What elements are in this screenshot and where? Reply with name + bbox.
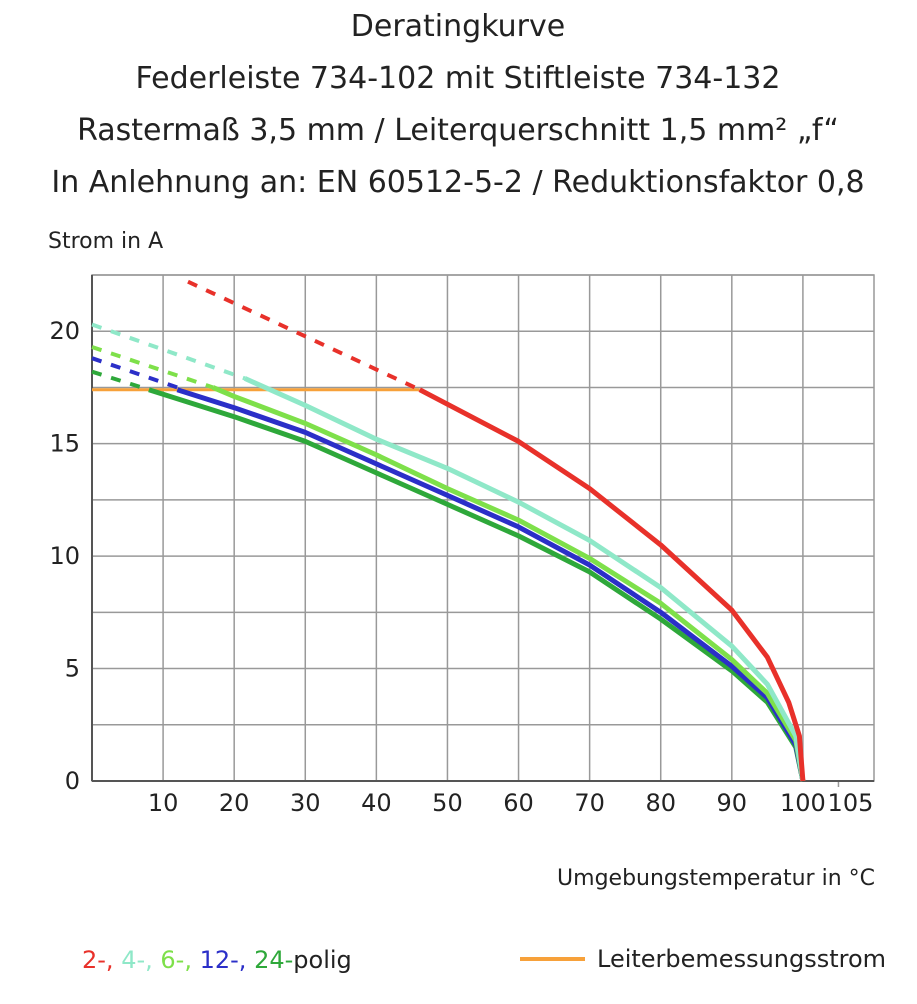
x-tick-label: 105 [828, 789, 874, 817]
legend-entry: 6-, [160, 946, 192, 974]
chart-title: Deratingkurve [351, 9, 565, 44]
dashed-extension [91, 356, 178, 390]
chart-title: In Anlehnung an: EN 60512-5-2 / Reduktio… [51, 165, 864, 200]
x-tick-label: 60 [503, 789, 534, 817]
plot-area [91, 274, 875, 782]
legend-entry: 12-, [200, 946, 247, 974]
y-tick-label: 20 [49, 317, 80, 345]
derating-curve [176, 387, 806, 782]
y-tick-label: 5 [65, 655, 80, 683]
legend-entry: 4-, [121, 946, 153, 974]
derating-curve [243, 376, 806, 782]
x-tick-label: 20 [219, 789, 250, 817]
y-tick-label: 10 [49, 542, 80, 570]
x-tick-label: 10 [148, 789, 179, 817]
legend-entry: 2-, [82, 946, 114, 974]
y-axis-label: Strom in A [48, 229, 163, 254]
dashed-extension [91, 322, 246, 381]
x-axis-label: Umgebungstemperatur in °C [557, 866, 875, 891]
legend-suffix: polig [293, 946, 352, 974]
x-tick-label: 90 [717, 789, 748, 817]
y-tick-label: 0 [65, 767, 80, 795]
x-tick-label: 80 [645, 789, 676, 817]
x-tick-label: 50 [432, 789, 463, 817]
legend-entry: Leiterbemessungsstrom [597, 945, 886, 973]
dashed-extension [91, 369, 150, 392]
x-tick-label: 70 [574, 789, 605, 817]
y-tick-label: 15 [49, 430, 80, 458]
derating-curve [211, 385, 806, 782]
legend-entry: 24- [254, 946, 293, 974]
dashed-extension [91, 345, 214, 390]
title-block: Deratingkurve Federleiste 734-102 mit Sti… [51, 9, 864, 200]
x-tick-label: 30 [290, 789, 321, 817]
derating-curve [418, 387, 806, 782]
legend: 2-, 4-, 6-, 12-, 24-polig [82, 946, 352, 974]
chart-title: Federleiste 734-102 mit Stiftleiste 734-… [136, 61, 781, 96]
dashed-extension [187, 279, 421, 392]
x-tick-label: 40 [361, 789, 392, 817]
x-tick-label: 100 [780, 789, 826, 817]
chart-title: Rastermaß 3,5 mm / Leiterquerschnitt 1,5… [77, 113, 839, 148]
